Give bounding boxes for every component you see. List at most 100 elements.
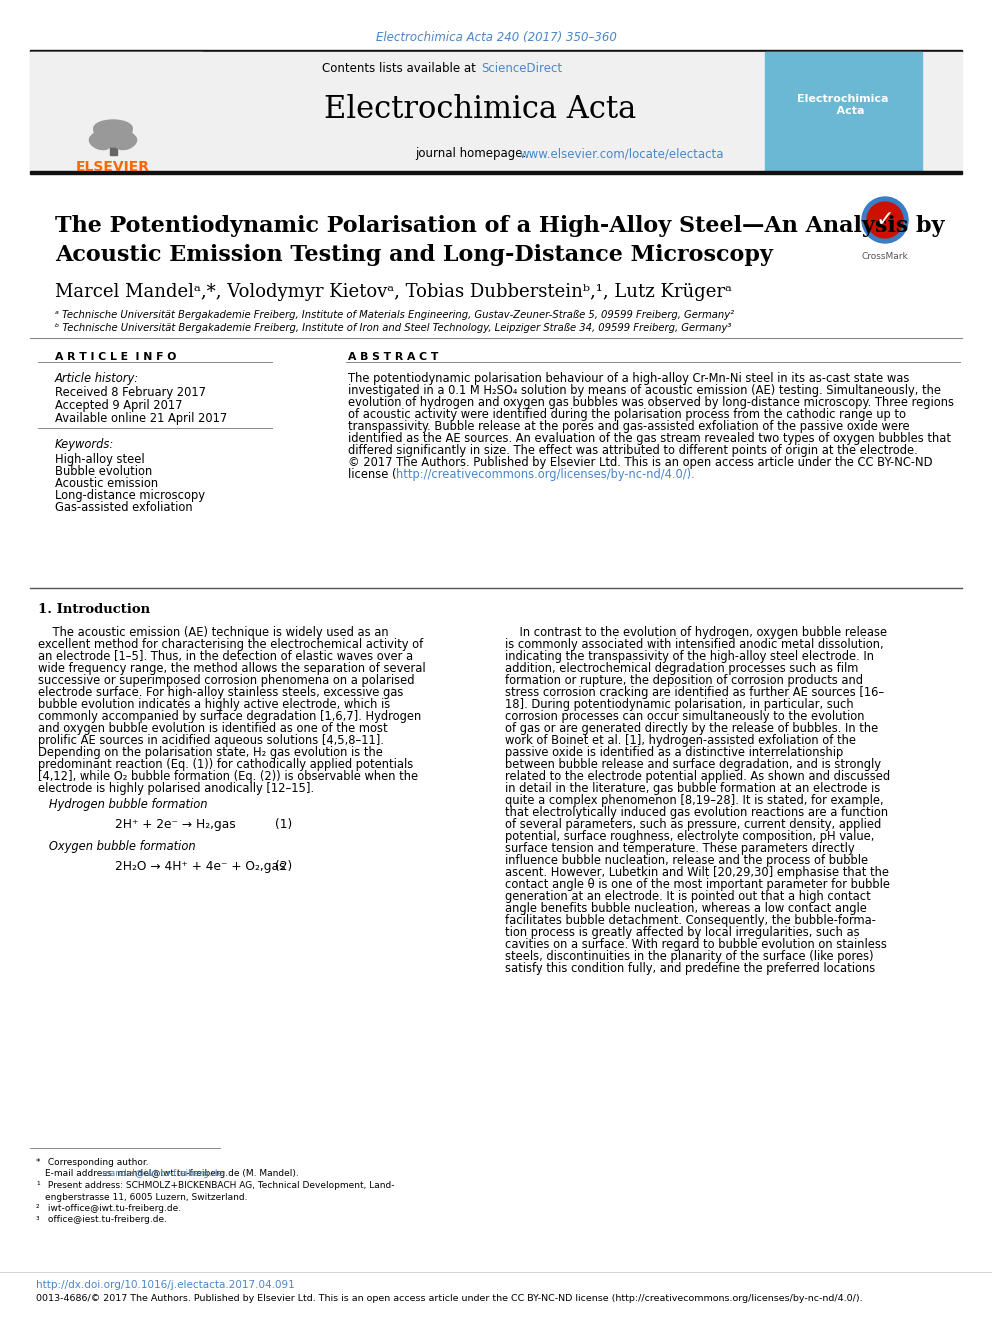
Ellipse shape bbox=[94, 120, 132, 136]
Text: 0013-4686/© 2017 The Authors. Published by Elsevier Ltd. This is an open access : 0013-4686/© 2017 The Authors. Published … bbox=[36, 1294, 863, 1303]
Text: 2H⁺ + 2e⁻ → H₂,gas: 2H⁺ + 2e⁻ → H₂,gas bbox=[115, 818, 236, 831]
Text: Acoustic emission: Acoustic emission bbox=[55, 478, 158, 490]
Text: E-mail address: mandel@iwt.tu-freiberg.de (M. Mandel).: E-mail address: mandel@iwt.tu-freiberg.d… bbox=[45, 1170, 299, 1179]
Circle shape bbox=[862, 197, 908, 243]
Text: ascent. However, Lubetkin and Wilt [20,29,30] emphasise that the: ascent. However, Lubetkin and Wilt [20,2… bbox=[505, 867, 889, 878]
Text: generation at an electrode. It is pointed out that a high contact: generation at an electrode. It is pointe… bbox=[505, 890, 871, 904]
Text: http://dx.doi.org/10.1016/j.electacta.2017.04.091: http://dx.doi.org/10.1016/j.electacta.20… bbox=[36, 1279, 295, 1290]
Text: of gas or are generated directly by the release of bubbles. In the: of gas or are generated directly by the … bbox=[505, 722, 878, 736]
Text: an electrode [1–5]. Thus, in the detection of elastic waves over a: an electrode [1–5]. Thus, in the detecti… bbox=[38, 650, 413, 663]
Text: angle benefits bubble nucleation, whereas a low contact angle: angle benefits bubble nucleation, wherea… bbox=[505, 902, 867, 916]
Text: 1. Introduction: 1. Introduction bbox=[38, 603, 150, 617]
Text: Contents lists available at: Contents lists available at bbox=[322, 61, 480, 74]
Text: (1): (1) bbox=[275, 818, 293, 831]
Text: quite a complex phenomenon [8,19–28]. It is stated, for example,: quite a complex phenomenon [8,19–28]. It… bbox=[505, 794, 884, 807]
Text: The Potentiodynamic Polarisation of a High-Alloy Steel—An Analysis by: The Potentiodynamic Polarisation of a Hi… bbox=[55, 216, 944, 237]
Text: Present address: SCHMOLZ+BICKENBACH AG, Technical Development, Land-: Present address: SCHMOLZ+BICKENBACH AG, … bbox=[45, 1181, 395, 1189]
Text: that electrolytically induced gas evolution reactions are a function: that electrolytically induced gas evolut… bbox=[505, 806, 888, 819]
Text: Depending on the polarisation state, H₂ gas evolution is the: Depending on the polarisation state, H₂ … bbox=[38, 746, 383, 759]
Text: High-alloy steel: High-alloy steel bbox=[55, 452, 145, 466]
Text: contact angle θ is one of the most important parameter for bubble: contact angle θ is one of the most impor… bbox=[505, 878, 890, 890]
Text: Received 8 February 2017: Received 8 February 2017 bbox=[55, 386, 206, 400]
Text: journal homepage:: journal homepage: bbox=[415, 147, 531, 160]
Bar bbox=[30, 49, 962, 52]
Text: successive or superimposed corrosion phenomena on a polarised: successive or superimposed corrosion phe… bbox=[38, 673, 415, 687]
Text: cavities on a surface. With regard to bubble evolution on stainless: cavities on a surface. With regard to bu… bbox=[505, 938, 887, 951]
Text: tion process is greatly affected by local irregularities, such as: tion process is greatly affected by loca… bbox=[505, 926, 860, 939]
Text: corrosion processes can occur simultaneously to the evolution: corrosion processes can occur simultaneo… bbox=[505, 710, 864, 722]
Text: Gas-assisted exfoliation: Gas-assisted exfoliation bbox=[55, 501, 192, 515]
Bar bbox=[30, 171, 962, 175]
Text: A B S T R A C T: A B S T R A C T bbox=[348, 352, 438, 363]
Text: investigated in a 0.1 M H₂SO₄ solution by means of acoustic emission (AE) testin: investigated in a 0.1 M H₂SO₄ solution b… bbox=[348, 384, 941, 397]
Text: engberstrasse 11, 6005 Luzern, Switzerland.: engberstrasse 11, 6005 Luzern, Switzerla… bbox=[45, 1192, 247, 1201]
Text: 2H₂O → 4H⁺ + 4e⁻ + O₂,gas: 2H₂O → 4H⁺ + 4e⁻ + O₂,gas bbox=[115, 860, 286, 873]
Text: Available online 21 April 2017: Available online 21 April 2017 bbox=[55, 411, 227, 425]
Ellipse shape bbox=[115, 135, 137, 149]
Text: of several parameters, such as pressure, current density, applied: of several parameters, such as pressure,… bbox=[505, 818, 881, 831]
Bar bbox=[30, 52, 962, 172]
Text: stress corrosion cracking are identified as further AE sources [16–: stress corrosion cracking are identified… bbox=[505, 687, 884, 699]
Text: ³: ³ bbox=[36, 1216, 40, 1225]
Text: and oxygen bubble evolution is identified as one of the most: and oxygen bubble evolution is identifie… bbox=[38, 722, 388, 736]
Text: ²: ² bbox=[36, 1204, 40, 1213]
Text: license (: license ( bbox=[348, 468, 397, 482]
Text: bubble evolution indicates a highly active electrode, which is: bubble evolution indicates a highly acti… bbox=[38, 699, 390, 710]
Text: © 2017 The Authors. Published by Elsevier Ltd. This is an open access article un: © 2017 The Authors. Published by Elsevie… bbox=[348, 456, 932, 468]
Ellipse shape bbox=[114, 124, 132, 139]
Text: ELSEVIER: ELSEVIER bbox=[76, 160, 150, 175]
Text: electrode is highly polarised anodically [12–15].: electrode is highly polarised anodically… bbox=[38, 782, 314, 795]
Text: predominant reaction (Eq. (1)) for cathodically applied potentials: predominant reaction (Eq. (1)) for catho… bbox=[38, 758, 414, 771]
Text: CrossMark: CrossMark bbox=[862, 251, 909, 261]
Text: Keywords:: Keywords: bbox=[55, 438, 114, 451]
Text: work of Boinet et al. [1], hydrogen-assisted exfoliation of the: work of Boinet et al. [1], hydrogen-assi… bbox=[505, 734, 856, 747]
Ellipse shape bbox=[89, 135, 111, 149]
Text: office@iest.tu-freiberg.de.: office@iest.tu-freiberg.de. bbox=[45, 1216, 167, 1225]
Text: Electrochimica Acta: Electrochimica Acta bbox=[323, 94, 636, 126]
Text: indicating the transpassivity of the high-alloy steel electrode. In: indicating the transpassivity of the hig… bbox=[505, 650, 874, 663]
Ellipse shape bbox=[94, 124, 112, 139]
Text: ¹: ¹ bbox=[36, 1181, 40, 1189]
Text: Oxygen bubble formation: Oxygen bubble formation bbox=[38, 840, 195, 853]
Text: satisfy this condition fully, and predefine the preferred locations: satisfy this condition fully, and predef… bbox=[505, 962, 875, 975]
Text: facilitates bubble detachment. Consequently, the bubble-forma-: facilitates bubble detachment. Consequen… bbox=[505, 914, 876, 927]
Text: Electrochimica Acta 240 (2017) 350–360: Electrochimica Acta 240 (2017) 350–360 bbox=[376, 32, 616, 45]
Text: transpassivity. Bubble release at the pores and gas-assisted exfoliation of the : transpassivity. Bubble release at the po… bbox=[348, 419, 910, 433]
Bar bbox=[30, 52, 202, 172]
Text: wide frequency range, the method allows the separation of several: wide frequency range, the method allows … bbox=[38, 662, 426, 675]
Text: www.elsevier.com/locate/electacta: www.elsevier.com/locate/electacta bbox=[519, 147, 723, 160]
Text: Hydrogen bubble formation: Hydrogen bubble formation bbox=[38, 798, 207, 811]
Text: excellent method for characterising the electrochemical activity of: excellent method for characterising the … bbox=[38, 638, 424, 651]
Text: prolific AE sources in acidified aqueous solutions [4,5,8–11].: prolific AE sources in acidified aqueous… bbox=[38, 734, 384, 747]
Text: [4,12], while O₂ bubble formation (Eq. (2)) is observable when the: [4,12], while O₂ bubble formation (Eq. (… bbox=[38, 770, 418, 783]
Text: passive oxide is identified as a distinctive interrelationship: passive oxide is identified as a distinc… bbox=[505, 746, 843, 759]
Text: electrode surface. For high-alloy stainless steels, excessive gas: electrode surface. For high-alloy stainl… bbox=[38, 687, 404, 699]
Text: Acoustic Emission Testing and Long-Distance Microscopy: Acoustic Emission Testing and Long-Dista… bbox=[55, 243, 773, 266]
Text: of acoustic activity were identified during the polarisation process from the ca: of acoustic activity were identified dur… bbox=[348, 407, 906, 421]
Text: identified as the AE sources. An evaluation of the gas stream revealed two types: identified as the AE sources. An evaluat… bbox=[348, 433, 951, 445]
Bar bbox=[765, 52, 922, 172]
Text: potential, surface roughness, electrolyte composition, pH value,: potential, surface roughness, electrolyt… bbox=[505, 830, 874, 843]
Text: steels, discontinuities in the planarity of the surface (like pores): steels, discontinuities in the planarity… bbox=[505, 950, 874, 963]
Text: The potentiodynamic polarisation behaviour of a high-alloy Cr-Mn-Ni steel in its: The potentiodynamic polarisation behavio… bbox=[348, 372, 910, 385]
Text: (2): (2) bbox=[275, 860, 293, 873]
Text: In contrast to the evolution of hydrogen, oxygen bubble release: In contrast to the evolution of hydrogen… bbox=[505, 626, 887, 639]
Text: A R T I C L E  I N F O: A R T I C L E I N F O bbox=[55, 352, 177, 363]
Text: iwt-office@iwt.tu-freiberg.de.: iwt-office@iwt.tu-freiberg.de. bbox=[45, 1204, 182, 1213]
Text: differed significantly in size. The effect was attributed to different points of: differed significantly in size. The effe… bbox=[348, 445, 918, 456]
Text: Corresponding author.: Corresponding author. bbox=[45, 1158, 149, 1167]
Text: influence bubble nucleation, release and the process of bubble: influence bubble nucleation, release and… bbox=[505, 855, 868, 867]
Text: The acoustic emission (AE) technique is widely used as an: The acoustic emission (AE) technique is … bbox=[38, 626, 389, 639]
Text: ᵃ Technische Universität Bergakademie Freiberg, Institute of Materials Engineeri: ᵃ Technische Universität Bergakademie Fr… bbox=[55, 310, 734, 320]
Text: is commonly associated with intensified anodic metal dissolution,: is commonly associated with intensified … bbox=[505, 638, 884, 651]
Text: evolution of hydrogen and oxygen gas bubbles was observed by long-distance micro: evolution of hydrogen and oxygen gas bub… bbox=[348, 396, 954, 409]
Text: Electrochimica
    Acta: Electrochimica Acta bbox=[798, 94, 889, 116]
Text: ✓: ✓ bbox=[876, 210, 895, 230]
Text: formation or rupture, the deposition of corrosion products and: formation or rupture, the deposition of … bbox=[505, 673, 863, 687]
Text: addition, electrochemical degradation processes such as film: addition, electrochemical degradation pr… bbox=[505, 662, 858, 675]
Ellipse shape bbox=[91, 130, 135, 147]
Text: mandel@iwt.tu-freiberg.de: mandel@iwt.tu-freiberg.de bbox=[101, 1170, 223, 1179]
Text: in detail in the literature, gas bubble formation at an electrode is: in detail in the literature, gas bubble … bbox=[505, 782, 880, 795]
Text: surface tension and temperature. These parameters directly: surface tension and temperature. These p… bbox=[505, 841, 855, 855]
Text: commonly accompanied by surface degradation [1,6,7]. Hydrogen: commonly accompanied by surface degradat… bbox=[38, 710, 422, 722]
